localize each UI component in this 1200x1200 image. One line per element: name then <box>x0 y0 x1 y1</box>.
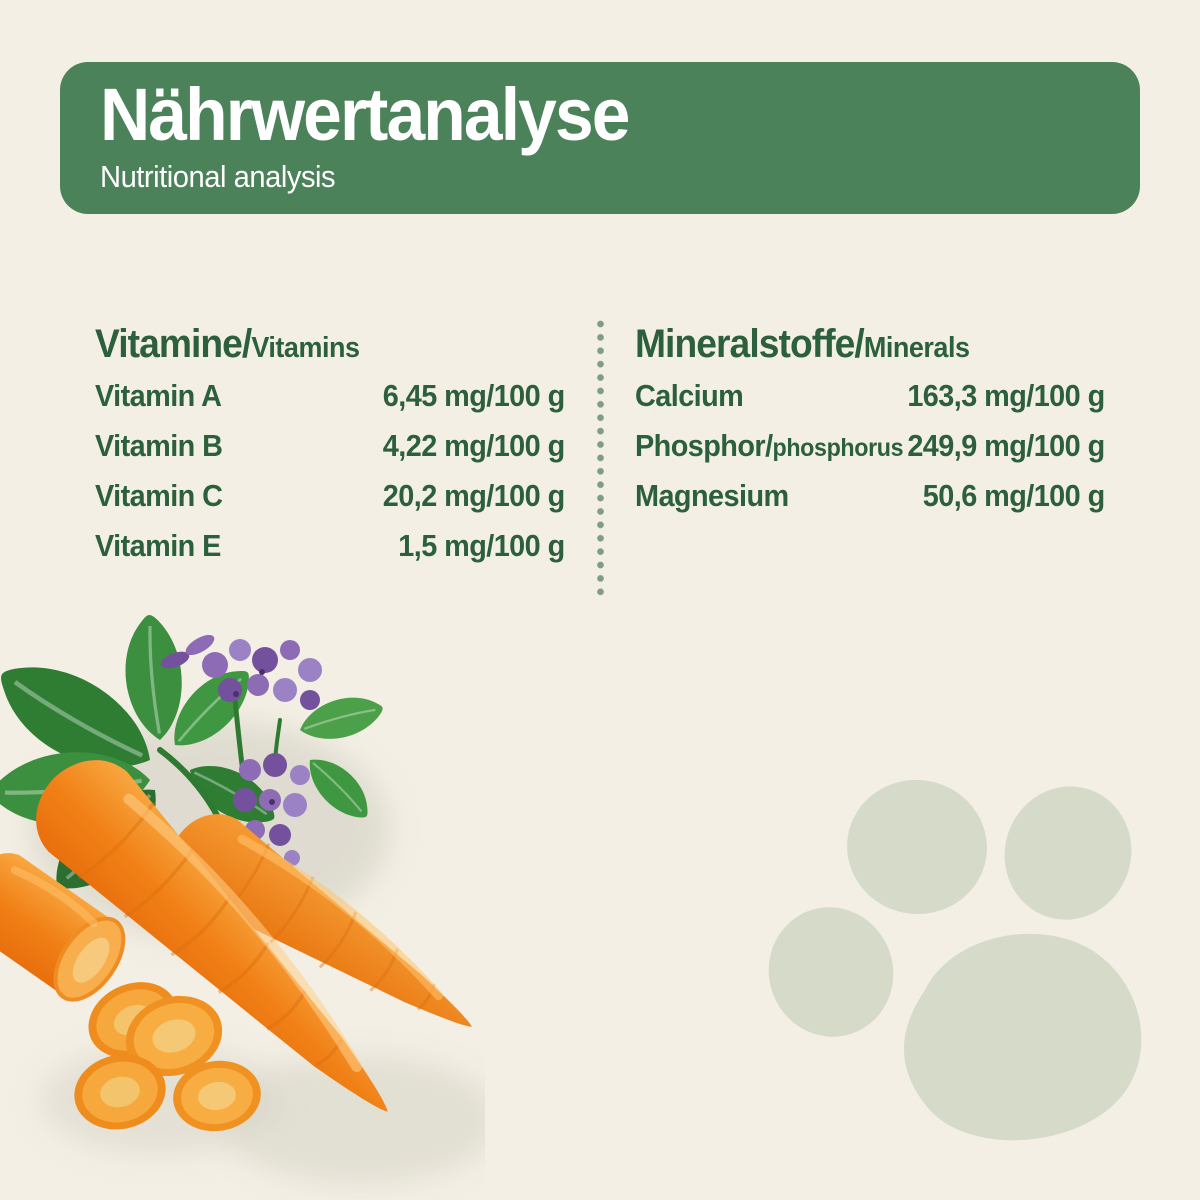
vitamins-heading-en: Vitamins <box>251 332 360 364</box>
table-row: Vitamin A 6,45 mg/100 g <box>95 378 565 428</box>
vitamins-rows: Vitamin A 6,45 mg/100 g Vitamin B 4,22 m… <box>95 378 565 578</box>
header-banner: Nährwertanalyse Nutritional analysis <box>60 62 1140 214</box>
table-row: Calcium 163,3 mg/100 g <box>635 378 1105 428</box>
minerals-heading: Mineralstoffe/ Minerals <box>635 322 1105 366</box>
row-label: Magnesium <box>635 478 789 513</box>
table-row: Vitamin B 4,22 mg/100 g <box>95 428 565 478</box>
table-row: Vitamin C 20,2 mg/100 g <box>95 478 565 528</box>
row-label: Phosphor/ <box>635 428 773 463</box>
row-label: Calcium <box>635 378 744 413</box>
minerals-section: Mineralstoffe/ Minerals Calcium 163,3 mg… <box>635 322 1105 528</box>
carrot-back <box>170 814 472 1027</box>
vitamins-section: Vitamine/ Vitamins Vitamin A 6,45 mg/100… <box>95 322 565 578</box>
row-value: 6,45 mg/100 g <box>382 378 565 413</box>
table-row: Vitamin E 1,5 mg/100 g <box>95 528 565 578</box>
row-label-group: Phosphor/phosphorus <box>635 428 904 464</box>
minerals-heading-de: Mineralstoffe/ <box>635 322 865 366</box>
row-label-secondary: phosphorus <box>772 434 904 462</box>
table-row: Magnesium 50,6 mg/100 g <box>635 478 1105 528</box>
vitamins-heading: Vitamine/ Vitamins <box>95 322 565 366</box>
paw-print-icon <box>768 779 1142 1141</box>
row-label: Vitamin E <box>95 528 221 563</box>
row-value: 4,22 mg/100 g <box>382 428 565 463</box>
row-value: 163,3 mg/100 g <box>907 378 1105 413</box>
carrot-front <box>36 760 388 1112</box>
row-label: Vitamin A <box>95 378 222 413</box>
minerals-rows: Calcium 163,3 mg/100 g Phosphor/phosphor… <box>635 378 1105 528</box>
row-label: Vitamin B <box>95 428 223 463</box>
vitamins-heading-de: Vitamine/ <box>95 322 252 366</box>
row-value: 20,2 mg/100 g <box>382 478 565 513</box>
table-row: Phosphor/phosphorus 249,9 mg/100 g <box>635 428 1105 478</box>
carrots-nettle-alfalfa-photo <box>0 611 485 1185</box>
carrot-slices <box>74 982 261 1132</box>
page-title: Nährwertanalyse <box>100 73 630 156</box>
row-label: Vitamin C <box>95 478 223 513</box>
row-value: 50,6 mg/100 g <box>922 478 1105 513</box>
page-subtitle: Nutritional analysis <box>100 158 336 194</box>
dotted-divider <box>597 318 604 599</box>
row-value: 249,9 mg/100 g <box>907 428 1105 463</box>
carrot-chunk <box>0 853 126 1002</box>
header-text: Nährwertanalyse Nutritional analysis <box>100 73 630 195</box>
row-value: 1,5 mg/100 g <box>398 528 565 563</box>
minerals-heading-en: Minerals <box>863 332 970 364</box>
